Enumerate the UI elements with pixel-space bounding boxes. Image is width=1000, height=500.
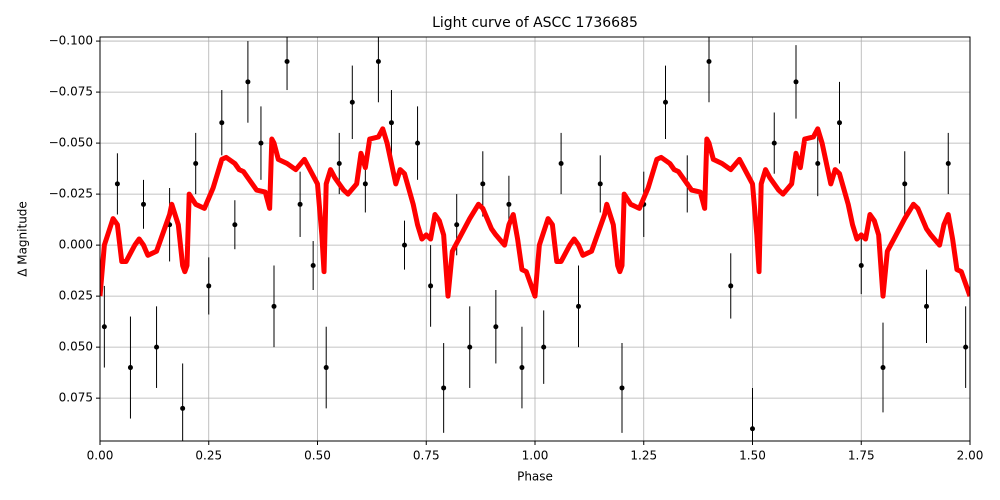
data-point [206,283,212,289]
data-point [793,79,799,85]
data-point [101,324,107,330]
data-point [493,324,499,330]
ticks: 0.00 0.25 0.50 0.75 1.00 1.25 1.50 1.75 2.00 −0.1… [49,34,984,463]
x-tick-label: 1.75 [848,449,875,463]
x-tick-label: 0.00 [87,449,114,463]
data-point [180,405,186,411]
data-point [114,181,120,187]
y-tick-label: 0.050 [59,340,93,354]
data-point [597,181,603,187]
y-tick-label: −0.050 [49,136,93,150]
y-axis-label: Δ Magnitude [16,201,30,277]
y-tick-label: 0.075 [59,391,93,405]
data-point [193,161,199,167]
data-point [837,120,842,126]
y-tick-label: 0.000 [59,238,93,252]
y-tick-label: 0.025 [59,289,93,303]
chart-title: Light curve of ASCC 1736685 [432,15,638,31]
data-point [154,344,160,350]
data-point [310,263,316,269]
data-point [349,99,355,105]
data-point [467,344,473,350]
data-point [558,161,564,167]
x-tick-label: 2.00 [957,449,984,463]
data-point [454,222,460,228]
data-point [541,344,547,350]
data-point [415,140,421,146]
data-point [519,365,525,371]
data-point [141,201,146,207]
x-tick-label: 1.00 [522,449,549,463]
data-point [858,263,864,269]
data-point [963,344,969,350]
x-tick-label: 0.75 [413,449,440,463]
data-point [258,140,264,146]
data-point [388,120,394,126]
data-point [271,303,277,309]
x-tick-label: 1.25 [630,449,657,463]
data-point [362,181,368,187]
data-point [336,161,342,167]
data-point [127,365,133,371]
data-point [480,181,486,187]
data-point [706,58,712,64]
data-point [441,385,447,391]
x-tick-label: 1.50 [739,449,766,463]
data-point [245,79,251,85]
y-tick-label: −0.025 [49,187,93,201]
x-tick-label: 0.25 [195,449,222,463]
data-point [924,303,929,309]
plot-area [100,37,970,441]
data-point [297,201,303,207]
x-axis-label: Phase [517,470,553,484]
model-curve [100,126,970,299]
data-point [945,161,951,167]
data-point [506,201,512,207]
y-tick-label: −0.100 [49,34,93,48]
data-point [232,222,238,228]
data-point [902,181,908,187]
data-point [219,120,225,126]
data-point [428,283,434,289]
data-point [663,99,668,105]
data-point [750,426,755,432]
data-point [323,365,329,371]
data-point [284,58,290,64]
data-point [402,242,407,248]
grid [99,37,971,441]
y-tick-label: −0.075 [49,85,93,99]
data-point [880,365,886,371]
data-point [728,283,734,289]
data-point [619,385,625,391]
x-tick-label: 0.50 [304,449,331,463]
data-point [771,140,777,146]
data-point [375,58,381,64]
data-point [576,303,581,309]
data-point [815,161,821,167]
